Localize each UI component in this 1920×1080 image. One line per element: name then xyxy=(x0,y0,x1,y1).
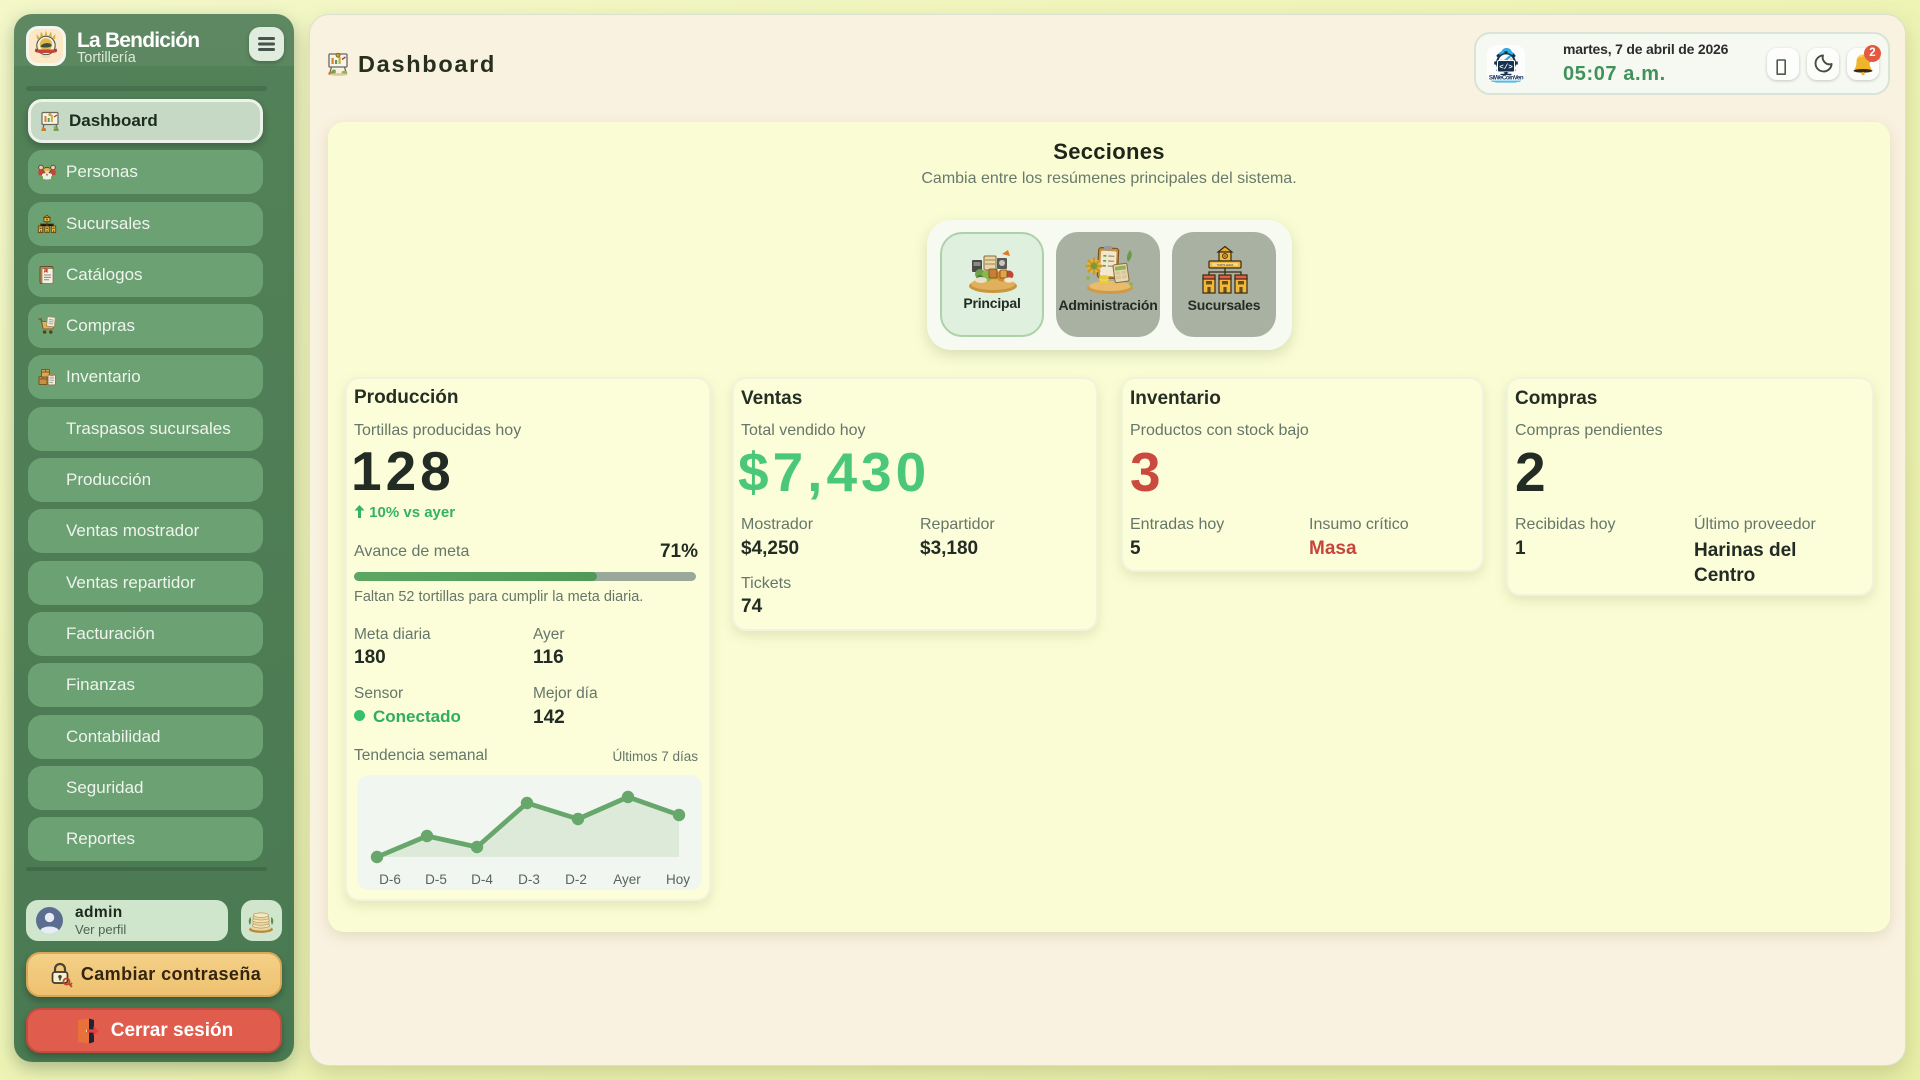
svg-text:Hoy: Hoy xyxy=(665,872,689,887)
svg-text:SiWeCoinVen: SiWeCoinVen xyxy=(1489,75,1524,82)
svg-text:D-6: D-6 xyxy=(379,872,401,887)
svg-text:D-2: D-2 xyxy=(565,872,587,887)
svg-text:</>: </> xyxy=(1499,64,1513,72)
svg-text:D-4: D-4 xyxy=(471,872,493,887)
svg-text:D-5: D-5 xyxy=(425,872,447,887)
svg-text:TORTILLERIA: TORTILLERIA xyxy=(1217,263,1234,267)
svg-text:Ayer: Ayer xyxy=(613,872,641,887)
svg-text:D-3: D-3 xyxy=(518,872,540,887)
